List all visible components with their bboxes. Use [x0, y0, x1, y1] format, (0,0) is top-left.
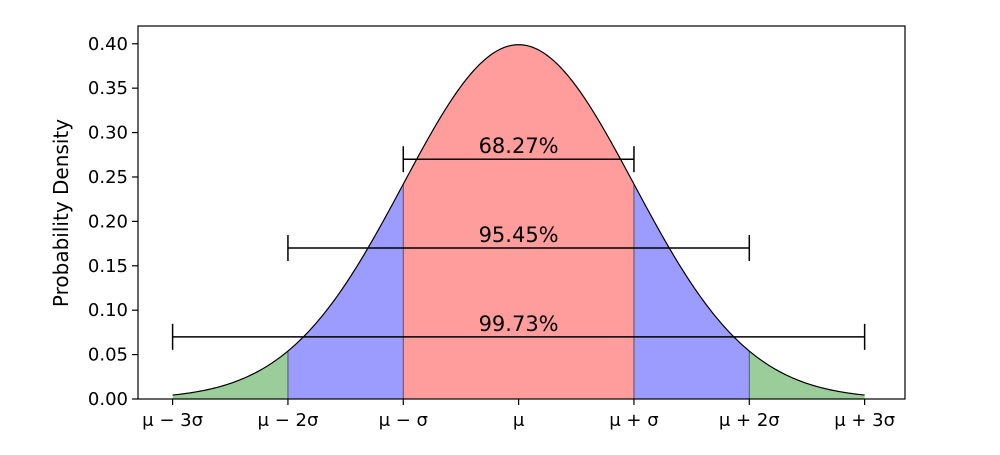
region-2 [403, 44, 634, 399]
y-tick-label-6: 0.30 [88, 123, 128, 144]
interval-label-2: 99.73% [479, 312, 559, 336]
y-tick-label-5: 0.25 [88, 167, 128, 188]
x-tick-label-1: μ − 2σ [258, 410, 319, 431]
y-tick-label-8: 0.40 [88, 34, 128, 55]
shaded-regions [172, 44, 865, 399]
interval-markers: 68.27% 95.45% 99.73% [171, 134, 866, 350]
y-tick-label-7: 0.35 [88, 78, 128, 99]
x-tick-label-2: μ − σ [379, 410, 428, 431]
y-axis-ticks: 0.00 0.05 0.10 0.15 0.20 0.25 0.30 0.35 0.40 [88, 34, 138, 410]
plot-frame [137, 25, 906, 400]
interval-label-1: 95.45% [479, 223, 559, 247]
y-axis-label: Probability Density [49, 119, 73, 307]
y-tick-label-1: 0.05 [88, 345, 128, 366]
x-tick-label-4: μ + σ [609, 410, 658, 431]
x-tick-label-3: μ [513, 410, 525, 431]
y-tick-label-2: 0.10 [88, 300, 128, 321]
x-tick-label-5: μ + 2σ [719, 410, 780, 431]
interval-label-0: 68.27% [479, 134, 559, 158]
y-tick-label-0: 0.00 [88, 389, 128, 410]
x-tick-label-0: μ − 3σ [142, 410, 203, 431]
y-tick-label-3: 0.15 [88, 256, 128, 277]
y-tick-label-4: 0.20 [88, 211, 128, 232]
region-0 [172, 351, 288, 399]
region-4 [749, 351, 865, 399]
x-tick-label-6: μ + 3σ [834, 410, 895, 431]
density-curve [172, 44, 865, 396]
x-axis-ticks: μ − 3σ μ − 2σ μ − σ μ μ + σ μ + 2σ μ + 3σ [142, 399, 895, 431]
